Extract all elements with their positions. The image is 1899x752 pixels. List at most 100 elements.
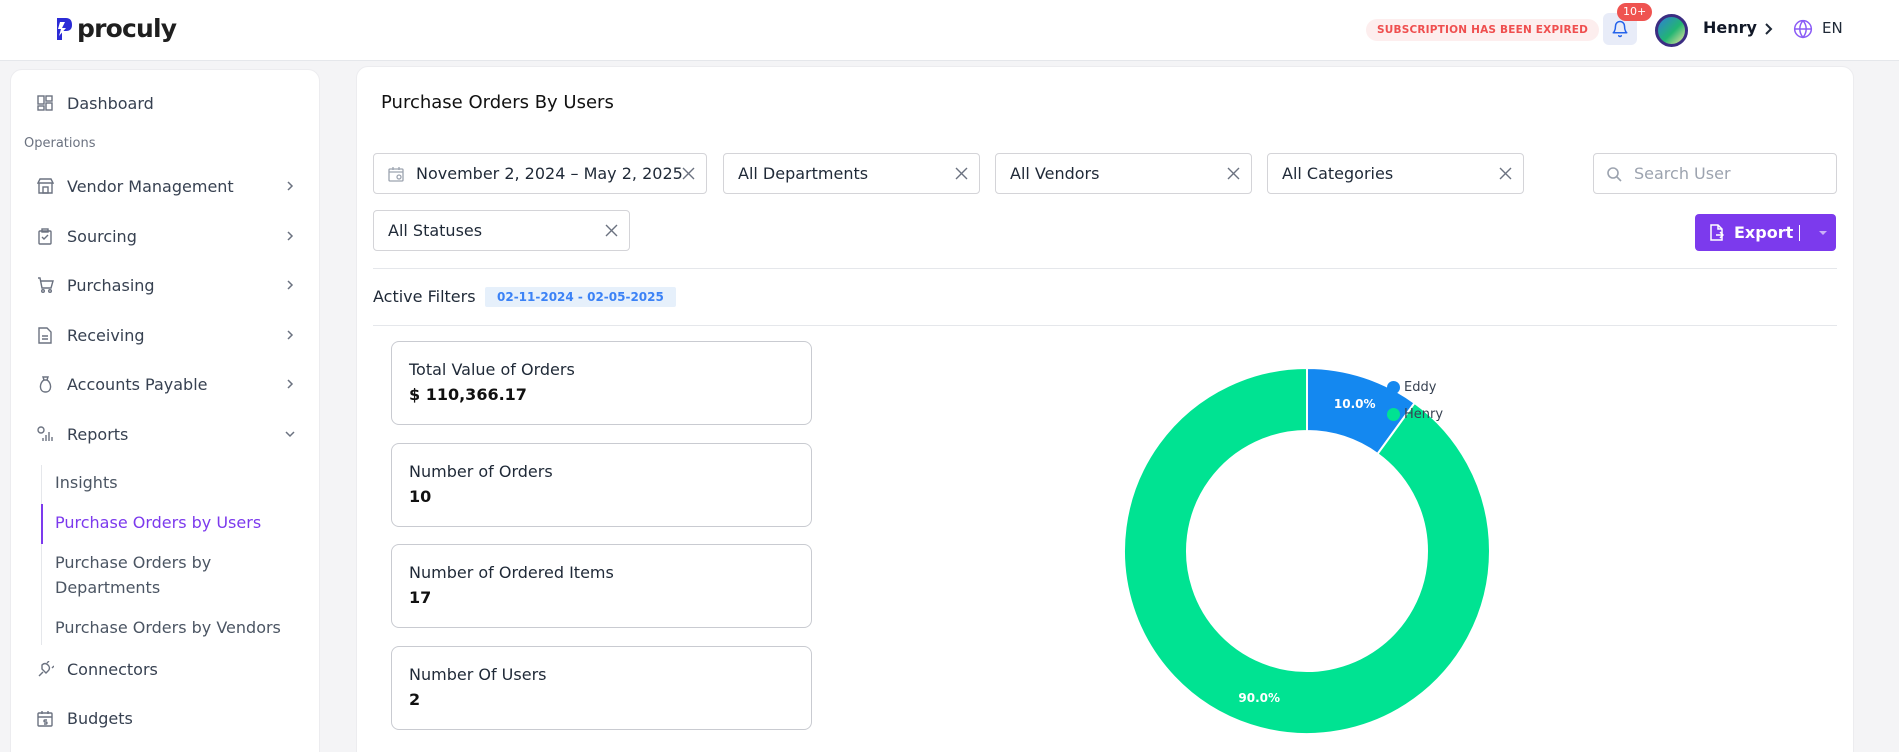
stat-card-number-of-users: Number Of Users 2 bbox=[391, 646, 812, 730]
stat-label: Total Value of Orders bbox=[409, 360, 575, 379]
donut-chart: 10.0% 90.0% bbox=[1123, 366, 1491, 735]
search-icon bbox=[1607, 166, 1622, 182]
search-user-input[interactable] bbox=[1634, 164, 1814, 183]
chevron-right-icon[interactable] bbox=[284, 279, 296, 291]
language-selector[interactable]: EN bbox=[1822, 19, 1843, 37]
sidebar-item-label: Purchasing bbox=[67, 275, 155, 295]
chevron-down-icon[interactable] bbox=[284, 428, 296, 440]
sidebar-item-purchasing[interactable]: Purchasing bbox=[36, 272, 155, 298]
sidebar-item-dashboard[interactable]: Dashboard bbox=[36, 90, 154, 116]
top-bar: proculy SUBSCRIPTION HAS BEEN EXPIRED 10… bbox=[0, 0, 1899, 61]
department-filter[interactable]: All Departments bbox=[723, 153, 980, 194]
chevron-right-icon[interactable] bbox=[284, 180, 296, 192]
notification-count-badge: 10+ bbox=[1617, 3, 1653, 21]
subscription-status-badge: SUBSCRIPTION HAS BEEN EXPIRED bbox=[1366, 19, 1600, 41]
sidebar-item-receiving[interactable]: Receiving bbox=[36, 322, 145, 348]
sidebar-item-label: Budgets bbox=[67, 708, 133, 728]
sidebar-item-sourcing[interactable]: Sourcing bbox=[36, 223, 137, 249]
stat-label: Number of Orders bbox=[409, 462, 553, 481]
slice-label-henry: 90.0% bbox=[1238, 691, 1280, 705]
avatar[interactable] bbox=[1655, 14, 1688, 47]
sidebar-item-label: Connectors bbox=[67, 659, 158, 679]
sidebar-subitem-purchase-orders-by-vendors[interactable]: Purchase Orders by Vendors bbox=[55, 618, 281, 637]
submenu-active-indicator bbox=[41, 504, 43, 544]
stat-card-total-value: Total Value of Orders $ 110,366.17 bbox=[391, 341, 812, 425]
export-button[interactable]: Export bbox=[1695, 214, 1836, 251]
sidebar-item-label: Receiving bbox=[67, 325, 145, 345]
clear-icon[interactable] bbox=[955, 167, 968, 180]
section-label-operations: Operations bbox=[24, 136, 96, 151]
sidebar-item-label: Vendor Management bbox=[67, 176, 234, 196]
cart-icon bbox=[36, 276, 54, 294]
stat-card-ordered-items: Number of Ordered Items 17 bbox=[391, 544, 812, 628]
sidebar-item-budgets[interactable]: Budgets bbox=[36, 705, 133, 731]
category-filter[interactable]: All Categories bbox=[1267, 153, 1524, 194]
chevron-right-icon[interactable] bbox=[284, 329, 296, 341]
sidebar-item-connectors[interactable]: Connectors bbox=[36, 656, 158, 682]
clear-icon[interactable] bbox=[682, 167, 695, 180]
bell-icon bbox=[1612, 20, 1628, 38]
chevron-down-icon[interactable] bbox=[1818, 229, 1828, 237]
logo[interactable]: proculy bbox=[54, 14, 177, 43]
active-filter-chip[interactable]: 02-11-2024 - 02-05-2025 bbox=[485, 287, 676, 307]
main-panel: Purchase Orders By Users November 2, 202… bbox=[356, 66, 1854, 752]
stat-label: Number Of Users bbox=[409, 665, 547, 684]
legend-label: Eddy bbox=[1404, 380, 1437, 395]
plug-icon bbox=[36, 660, 54, 678]
stat-value: 17 bbox=[409, 588, 432, 607]
store-icon bbox=[36, 177, 54, 195]
export-divider bbox=[1799, 224, 1801, 241]
clear-icon[interactable] bbox=[1499, 167, 1512, 180]
slice-label-eddy: 10.0% bbox=[1334, 397, 1376, 411]
divider bbox=[373, 268, 1837, 269]
vendor-filter-value: All Vendors bbox=[1010, 164, 1100, 183]
stat-card-number-of-orders: Number of Orders 10 bbox=[391, 443, 812, 527]
reports-icon bbox=[36, 425, 54, 443]
chevron-right-icon[interactable] bbox=[284, 230, 296, 242]
vendor-filter[interactable]: All Vendors bbox=[995, 153, 1252, 194]
department-filter-value: All Departments bbox=[738, 164, 869, 183]
sidebar: Dashboard Operations Vendor Management S… bbox=[10, 69, 320, 752]
category-filter-value: All Categories bbox=[1282, 164, 1394, 183]
active-filters-label: Active Filters bbox=[373, 287, 476, 306]
stat-label: Number of Ordered Items bbox=[409, 563, 614, 582]
logo-mark-icon bbox=[57, 17, 72, 40]
date-range-value: November 2, 2024 – May 2, 2025 bbox=[416, 164, 683, 183]
sidebar-item-vendor-management[interactable]: Vendor Management bbox=[36, 173, 234, 199]
clear-icon[interactable] bbox=[605, 224, 618, 237]
donut-slice-henry[interactable] bbox=[1123, 366, 1491, 735]
chevron-right-icon[interactable] bbox=[284, 378, 296, 390]
sidebar-item-accounts-payable[interactable]: Accounts Payable bbox=[36, 371, 207, 397]
file-export-icon bbox=[1710, 224, 1724, 241]
money-bag-icon bbox=[36, 375, 54, 393]
logo-text: proculy bbox=[77, 14, 177, 43]
clear-icon[interactable] bbox=[1227, 167, 1240, 180]
stat-value: 10 bbox=[409, 487, 432, 506]
globe-icon[interactable] bbox=[1793, 19, 1813, 39]
legend-label: Henry bbox=[1404, 407, 1444, 422]
legend-item-henry[interactable]: Henry bbox=[1387, 407, 1443, 422]
document-icon bbox=[36, 326, 54, 344]
sidebar-subitem-label-line1: Purchase Orders by bbox=[55, 553, 212, 572]
calendar-icon bbox=[388, 166, 404, 182]
submenu-divider bbox=[41, 465, 42, 645]
date-range-filter[interactable]: November 2, 2024 – May 2, 2025 bbox=[373, 153, 707, 194]
sidebar-item-label: Reports bbox=[67, 424, 129, 444]
stat-value: $ 110,366.17 bbox=[409, 385, 527, 404]
calendar-dollar-icon bbox=[36, 709, 54, 727]
legend-item-eddy[interactable]: Eddy bbox=[1387, 380, 1436, 395]
chevron-right-icon[interactable] bbox=[1763, 20, 1775, 38]
sidebar-subitem-purchase-orders-by-departments[interactable]: Purchase Orders by Departments bbox=[55, 550, 211, 600]
status-filter[interactable]: All Statuses bbox=[373, 210, 630, 251]
stat-value: 2 bbox=[409, 690, 421, 709]
sidebar-item-reports[interactable]: Reports bbox=[36, 421, 128, 447]
sidebar-subitem-purchase-orders-by-users[interactable]: Purchase Orders by Users bbox=[55, 513, 262, 532]
dashboard-icon bbox=[36, 94, 54, 112]
user-name[interactable]: Henry bbox=[1703, 18, 1757, 37]
search-user-field[interactable] bbox=[1593, 153, 1837, 194]
clipboard-icon bbox=[36, 227, 54, 245]
divider bbox=[373, 325, 1837, 326]
legend-dot bbox=[1387, 381, 1400, 394]
sidebar-subitem-label-line2: Departments bbox=[55, 578, 161, 597]
sidebar-subitem-insights[interactable]: Insights bbox=[55, 473, 118, 492]
